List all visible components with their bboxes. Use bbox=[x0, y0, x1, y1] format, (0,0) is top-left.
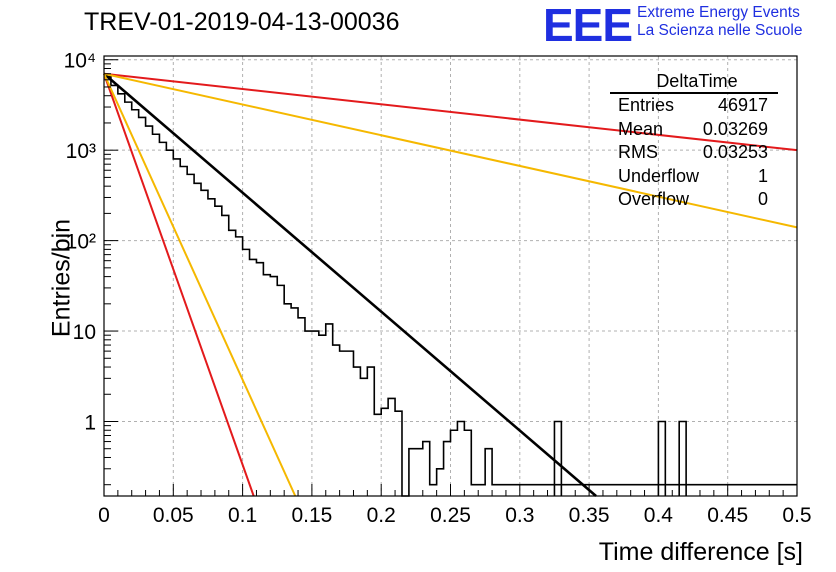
x-tick-label: 0.4 bbox=[644, 504, 674, 527]
x-tick-label: 0 bbox=[98, 504, 110, 527]
eee-logo: EEE bbox=[543, 0, 633, 51]
x-tick-label: 0.3 bbox=[505, 504, 534, 527]
y-tick-label: 10² bbox=[66, 231, 96, 254]
stats-value: 0.03253 bbox=[702, 142, 768, 162]
stats-label: RMS bbox=[618, 142, 658, 162]
stats-box-title: DeltaTime bbox=[610, 70, 778, 94]
x-tick-label: 0.05 bbox=[153, 504, 194, 527]
x-tick-label: 0.2 bbox=[367, 504, 396, 527]
x-tick-label: 0.25 bbox=[430, 504, 471, 527]
fit-line bbox=[103, 73, 255, 497]
y-axis-label: Entries/bin bbox=[47, 218, 76, 338]
series-layer bbox=[103, 72, 798, 497]
fit-line bbox=[103, 72, 798, 229]
y-tick-label: 1 bbox=[84, 411, 96, 434]
chart-title: TREV-01-2019-04-13-00036 bbox=[84, 8, 400, 36]
x-tick-label: 0.1 bbox=[228, 504, 257, 527]
stats-row: Overflow 0 bbox=[610, 188, 778, 212]
histogram-spike bbox=[657, 420, 667, 496]
fit-line bbox=[103, 72, 798, 152]
stats-label: Entries bbox=[618, 95, 675, 115]
stats-value: 0.03269 bbox=[702, 118, 768, 139]
histogram-spike bbox=[678, 420, 687, 496]
logo-line-2: La Scienza nelle Scuole bbox=[637, 22, 803, 39]
stats-label: Overflow bbox=[618, 189, 690, 209]
y-tick-label: 10⁴ bbox=[64, 50, 96, 73]
logo-caption: Extreme Energy Events La Scienza nelle S… bbox=[637, 4, 802, 40]
x-tick-label: 0.45 bbox=[707, 504, 748, 527]
stats-value: 0 bbox=[757, 189, 768, 209]
y-tick-label: 10 bbox=[73, 321, 96, 344]
stats-row: Mean 0.03269 bbox=[610, 118, 778, 142]
stats-value: 46917 bbox=[717, 95, 768, 115]
y-tick-label: 10³ bbox=[66, 140, 96, 163]
stats-label: Mean bbox=[618, 118, 664, 139]
stats-value: 1 bbox=[757, 165, 768, 186]
x-tick-label: 0.5 bbox=[782, 504, 811, 527]
stats-row: RMS 0.03253 bbox=[610, 141, 778, 165]
x-tick-label: 0.35 bbox=[569, 504, 610, 527]
logo-line-1: Extreme Energy Events bbox=[637, 4, 800, 21]
x-tick-label: 0.15 bbox=[291, 504, 332, 527]
fit-line bbox=[103, 72, 597, 497]
ticks: 0 0.05 0.1 0.15 0.2 0.25 0.3 0.35 0.4 0.45 0.51101… bbox=[64, 50, 812, 527]
x-axis-label: Time difference [s] bbox=[599, 538, 803, 566]
stats-row: Underflow 1 bbox=[610, 165, 778, 189]
stats-box: DeltaTime Entries 46917 Mean 0.03269 RMS… bbox=[610, 70, 778, 212]
stats-label: Underflow bbox=[618, 165, 700, 186]
stats-row: Entries 46917 bbox=[610, 94, 778, 118]
fit-line bbox=[103, 73, 297, 497]
histogram-series bbox=[104, 75, 797, 497]
